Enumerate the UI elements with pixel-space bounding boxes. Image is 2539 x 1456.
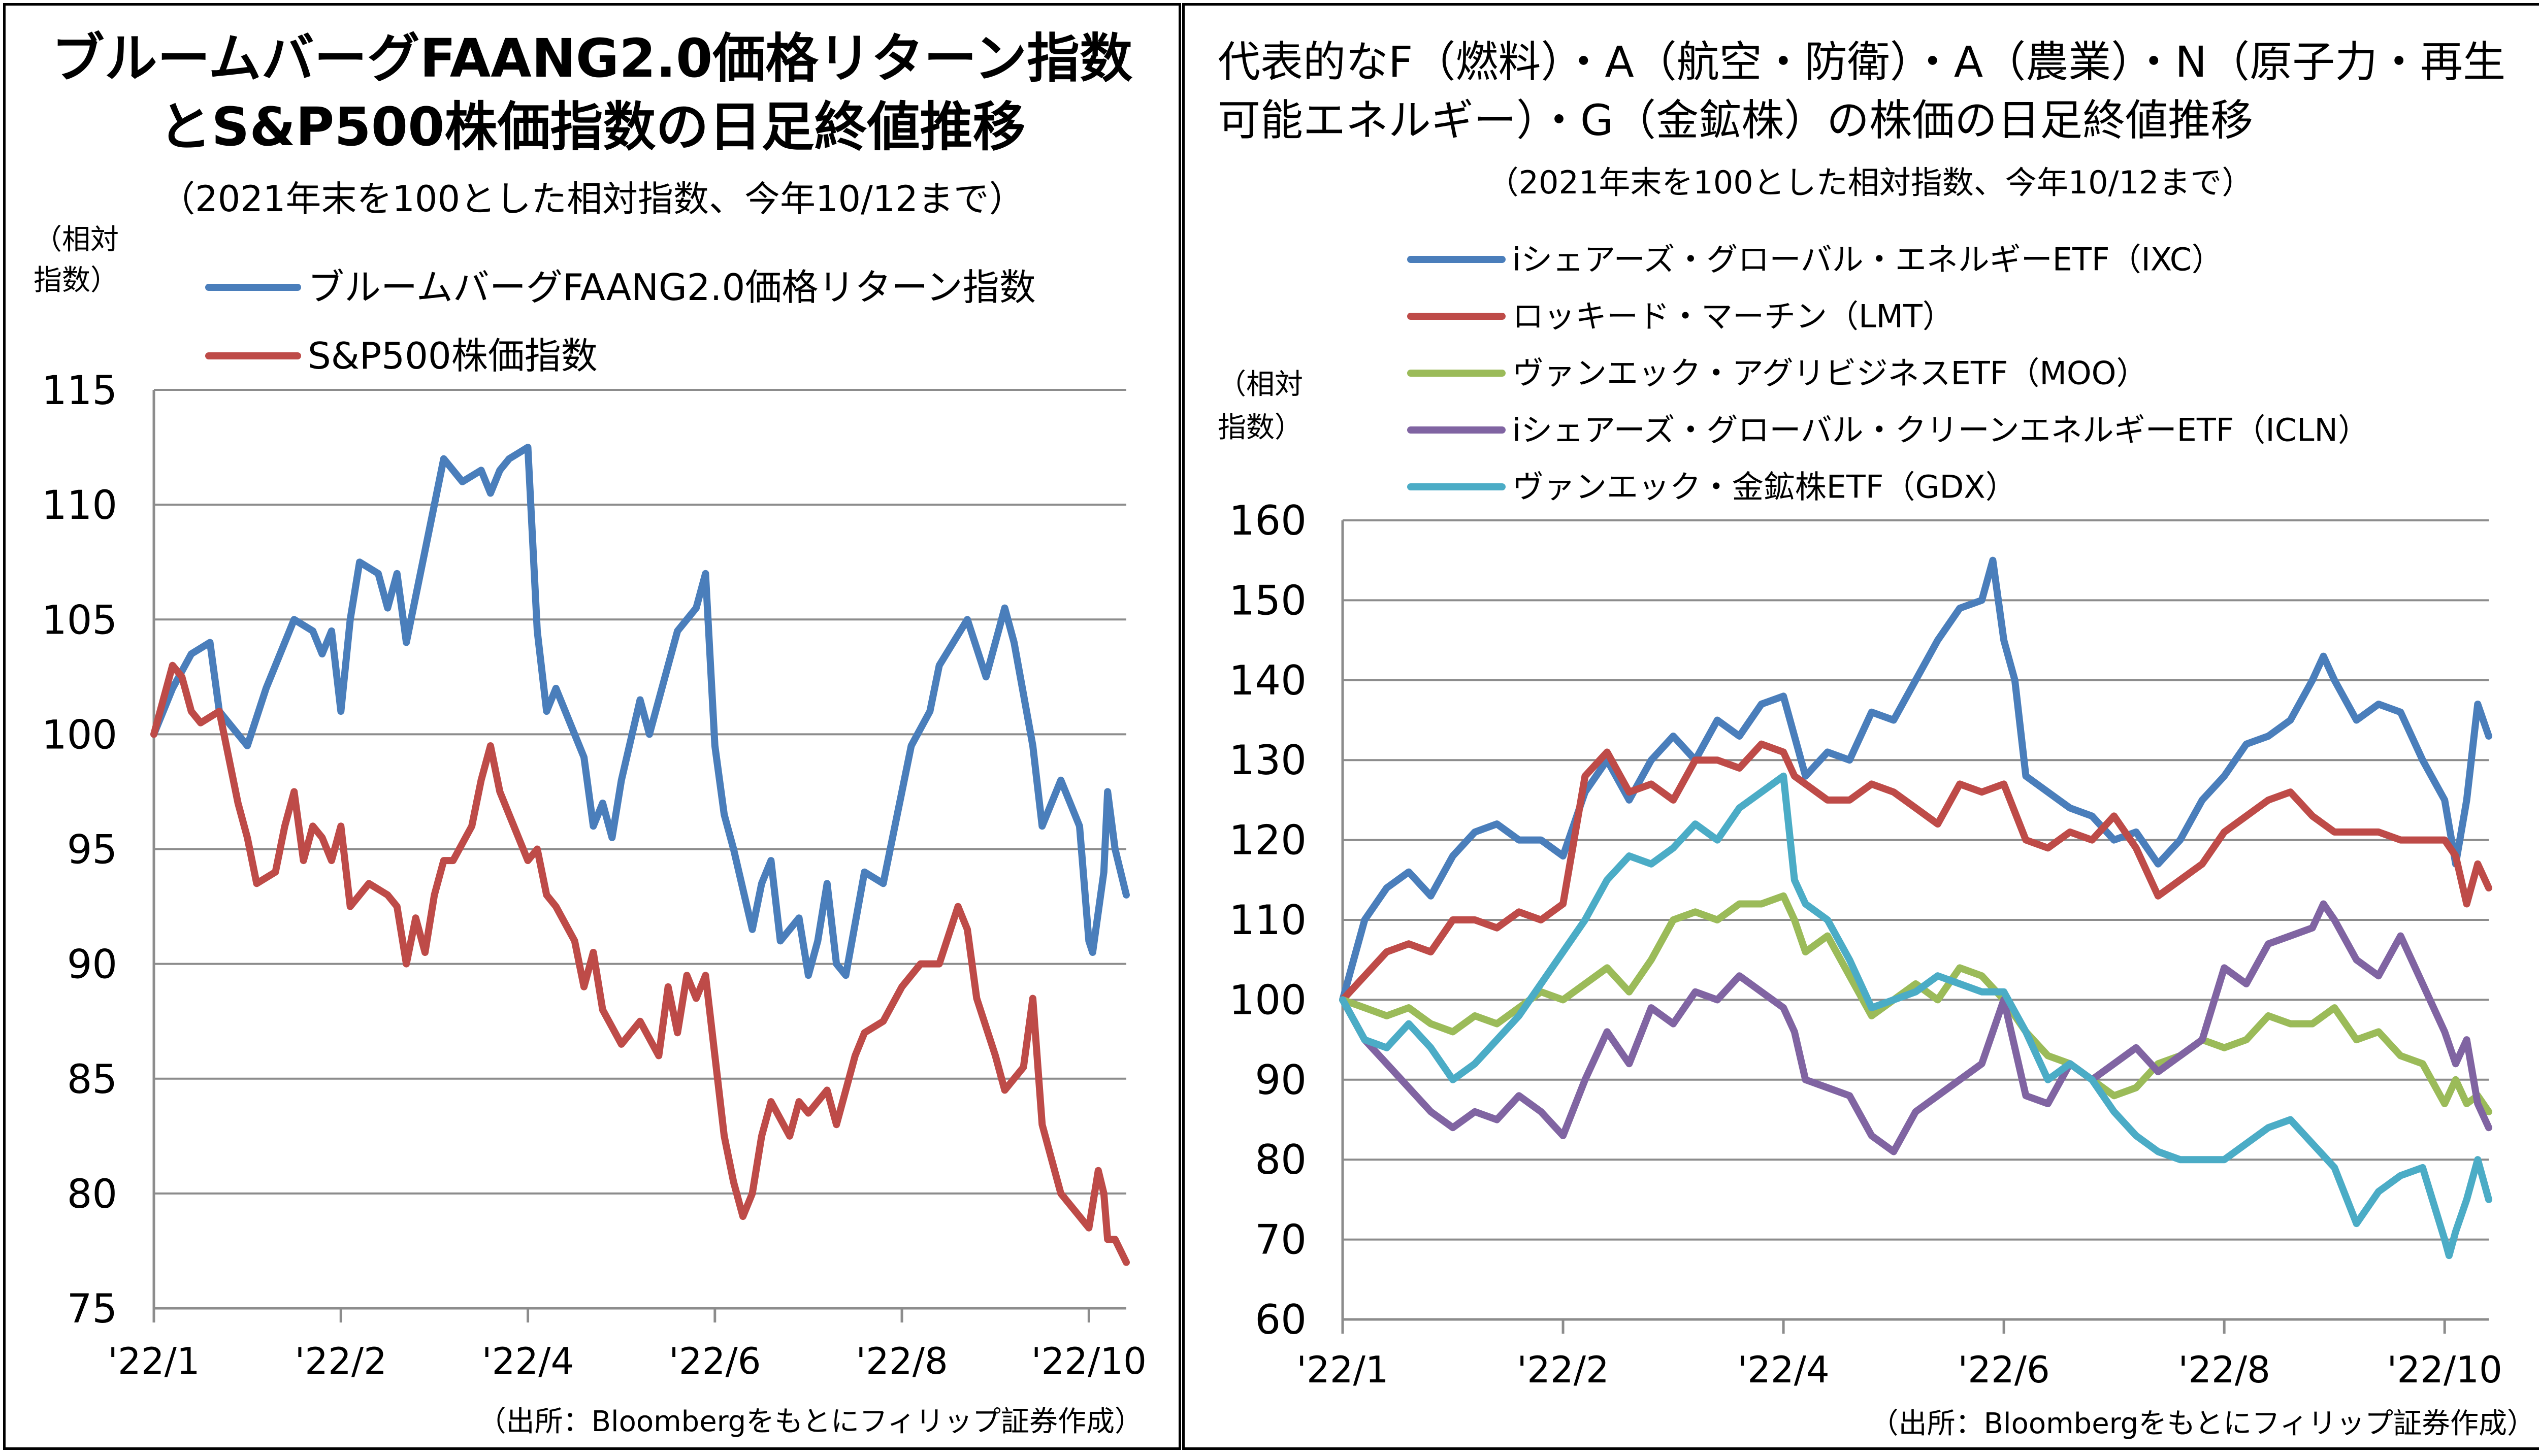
y-tick-label: 150 [1229,577,1307,624]
y-tick-label: 110 [42,483,117,528]
legend: iシェアーズ・グローバル・エネルギーETF（IXC） ロッキード・マーチン（LMT… [1407,241,2369,506]
y-tick-label: 140 [1229,657,1307,704]
y-tick-label: 60 [1255,1296,1307,1343]
y-tick-label: 75 [67,1286,117,1332]
chart-title-line-2: とS&P500株価指数の日足終値推移 [159,96,1026,158]
legend-label: iシェアーズ・グローバル・エネルギーETF（IXC） [1512,241,2223,278]
series-line-5 [1339,772,2492,1260]
x-tick-label: '22/8 [2178,1348,2270,1391]
series-line-2 [1339,740,2492,1004]
y-tick-label: 160 [1229,497,1307,544]
chart-subtitle: （2021年末を100とした相対指数、今年10/12まで） [1487,164,2254,201]
x-tick-label: '22/6 [669,1340,761,1382]
series-line-1 [1339,556,2492,1004]
x-tick-label: '22/4 [482,1340,574,1382]
chart-subtitle: （2021年末を100とした相対指数、今年10/12まで） [159,178,1024,220]
x-tick-label: '22/8 [856,1340,948,1382]
legend-label: ヴァンエック・アグリビジネスETF（MOO） [1512,355,2147,392]
chart-panel-faang: ブルームバーグFAANG2.0価格リターン指数 とS&P500株価指数の日足終値… [3,3,1181,1450]
y-tick-label: 115 [42,368,117,414]
chart-svg-faang-etfs: 代表的なF（燃料）・A（航空・防衛）・A（農業）・N（原子力・再生 可能エネルギ… [1218,37,2535,1440]
y-tick-label: 85 [67,1057,117,1103]
legend-label: iシェアーズ・グローバル・クリーンエネルギーETF（ICLN） [1512,412,2369,449]
y-tick-label: 90 [1255,1056,1307,1104]
chart-title-line-2: 可能エネルギー）・G（金鉱株）の株価の日足終値推移 [1218,95,2253,145]
y-axis-label-line-1: （相対 [1218,368,1303,401]
legend: ブルームバーグFAANG2.0価格リターン指数 S&P500株価指数 [205,266,1036,377]
y-axis-label-line-2: 指数） [1218,411,1303,444]
y-tick-label: 70 [1255,1216,1307,1264]
x-tick-label: '22/1 [1296,1348,1388,1391]
source-note: （出所：Bloombergをもとにフィリップ証券作成） [478,1405,1143,1438]
x-tick-label: '22/1 [108,1340,200,1382]
y-tick-label: 80 [1255,1136,1307,1183]
y-tick-label: 90 [67,942,117,988]
y-axis-label-line-2: 指数） [34,264,119,297]
chart-panel-faang-etfs: 代表的なF（燃料）・A（航空・防衛）・A（農業）・N（原子力・再生 可能エネルギ… [1182,3,2539,1450]
legend-label: ヴァンエック・金鉱株ETF（GDX） [1512,469,2017,506]
x-tick-label: '22/2 [295,1340,387,1382]
plot-area-faang-etfs: 60 70 80 90 100 110 120 130 140 150 160 '22/1 '22/2 '… [1229,241,2502,1391]
y-tick-label: 100 [42,712,117,758]
series-line-1 [150,444,1130,979]
x-tick-label: '22/10 [1031,1340,1147,1382]
y-tick-label: 110 [1229,897,1307,944]
legend-label: S&P500株価指数 [308,335,598,377]
legend-label: ロッキード・マーチン（LMT） [1512,298,1954,335]
x-tick-label: '22/6 [1958,1348,2049,1391]
chart-title-line-1: 代表的なF（燃料）・A（航空・防衛）・A（農業）・N（原子力・再生 [1218,37,2505,87]
series-line-2 [150,661,1130,1266]
y-axis-label-line-1: （相対 [34,223,119,256]
y-tick-label: 95 [67,828,117,873]
plot-area-faang: 75 80 85 90 95 100 105 110 115 '22/1 '22/2 '22/4 '22… [42,266,1147,1382]
y-tick-label: 105 [42,598,117,643]
chart-svg-faang: ブルームバーグFAANG2.0価格リターン指数 とS&P500株価指数の日足終値… [34,27,1147,1438]
y-tick-label: 120 [1229,817,1307,864]
source-note: （出所：Bloombergをもとにフィリップ証券作成） [1870,1407,2535,1440]
series-line-3 [1339,892,2492,1115]
legend-label: ブルームバーグFAANG2.0価格リターン指数 [308,266,1036,309]
x-tick-label: '22/10 [2387,1348,2502,1391]
y-tick-label: 80 [67,1172,117,1217]
x-tick-label: '22/2 [1517,1348,1609,1391]
chart-title-line-1: ブルームバーグFAANG2.0価格リターン指数 [52,27,1132,89]
y-tick-label: 130 [1229,737,1307,784]
y-tick-label: 100 [1229,976,1307,1023]
series-line-4 [1339,900,2492,1155]
x-tick-label: '22/4 [1737,1348,1829,1391]
